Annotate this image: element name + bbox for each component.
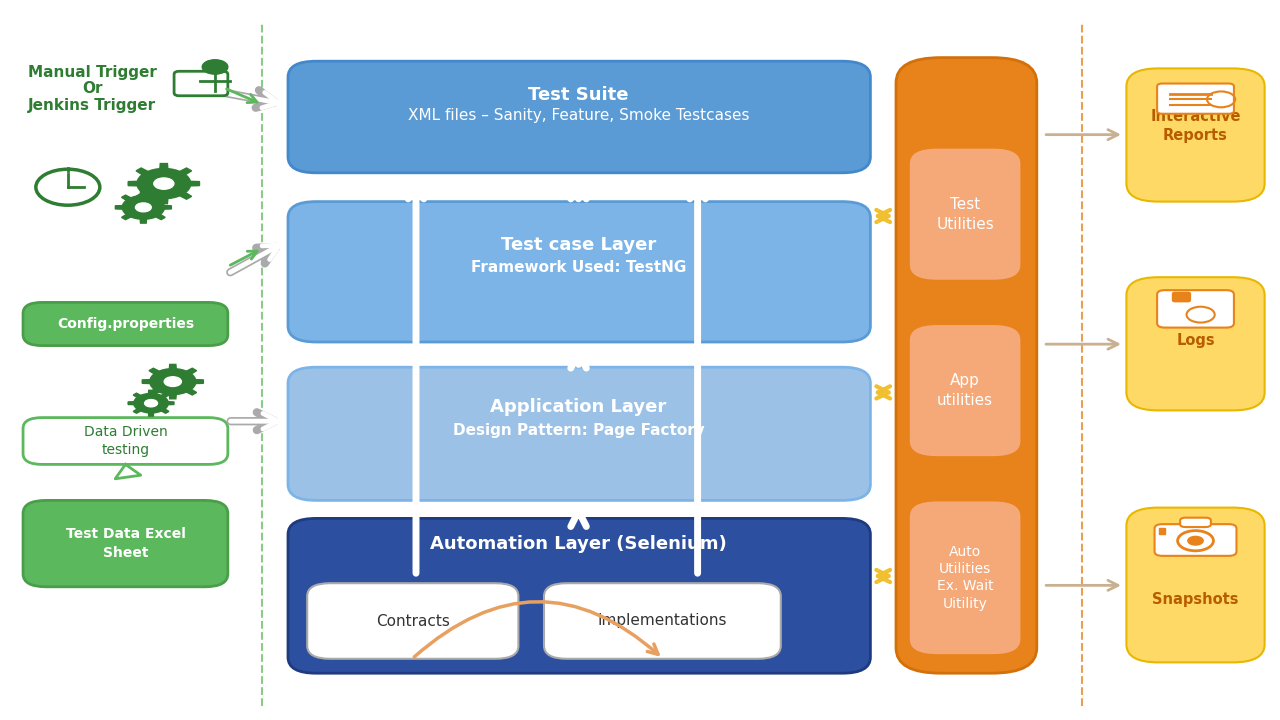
Polygon shape [160, 199, 168, 204]
FancyBboxPatch shape [1155, 524, 1236, 556]
Polygon shape [160, 163, 168, 168]
FancyBboxPatch shape [174, 71, 228, 96]
Circle shape [1188, 536, 1203, 545]
FancyBboxPatch shape [1172, 292, 1190, 302]
Polygon shape [169, 364, 177, 369]
Text: Or: Or [82, 81, 102, 96]
Polygon shape [148, 413, 154, 416]
Polygon shape [187, 368, 197, 374]
Circle shape [154, 178, 174, 189]
Text: XML files – Sanity, Feature, Smoke Testcases: XML files – Sanity, Feature, Smoke Testc… [408, 108, 749, 122]
Polygon shape [161, 393, 169, 397]
FancyBboxPatch shape [1180, 518, 1211, 527]
Polygon shape [179, 192, 192, 199]
Circle shape [150, 369, 196, 395]
Polygon shape [122, 215, 131, 220]
FancyBboxPatch shape [307, 583, 518, 659]
FancyBboxPatch shape [23, 302, 228, 346]
Text: Auto
Utilities
Ex. Wait
Uitility: Auto Utilities Ex. Wait Uitility [937, 545, 993, 611]
FancyArrowPatch shape [1046, 580, 1117, 590]
Text: Design Pattern: Page Factory: Design Pattern: Page Factory [453, 423, 704, 438]
Polygon shape [128, 402, 134, 405]
FancyBboxPatch shape [288, 367, 870, 500]
FancyBboxPatch shape [1126, 277, 1265, 410]
Polygon shape [115, 464, 141, 479]
Polygon shape [141, 219, 146, 223]
Polygon shape [133, 409, 141, 413]
Text: Snapshots: Snapshots [1152, 592, 1239, 606]
Circle shape [202, 60, 228, 74]
Polygon shape [169, 395, 177, 399]
Polygon shape [168, 402, 174, 405]
Circle shape [136, 203, 151, 212]
FancyBboxPatch shape [288, 518, 870, 673]
Text: Automation Layer (Selenium): Automation Layer (Selenium) [430, 534, 727, 553]
Text: Contracts: Contracts [376, 613, 449, 629]
Polygon shape [136, 192, 148, 199]
Circle shape [145, 400, 157, 407]
FancyArrowPatch shape [1046, 339, 1117, 349]
Circle shape [137, 168, 191, 199]
Text: App
utilities: App utilities [937, 373, 993, 408]
FancyBboxPatch shape [544, 583, 781, 659]
Polygon shape [161, 409, 169, 413]
Text: Interactive
Reports: Interactive Reports [1151, 109, 1240, 143]
Polygon shape [148, 368, 159, 374]
Polygon shape [136, 168, 148, 175]
Polygon shape [164, 206, 172, 209]
Text: Test Suite: Test Suite [529, 86, 628, 104]
Polygon shape [142, 379, 150, 384]
Polygon shape [122, 195, 131, 200]
FancyArrowPatch shape [1046, 130, 1117, 140]
FancyBboxPatch shape [896, 58, 1037, 673]
FancyBboxPatch shape [909, 324, 1021, 457]
Polygon shape [156, 215, 165, 220]
Text: Data Driven
testing: Data Driven testing [83, 426, 168, 456]
Text: Application Layer: Application Layer [490, 397, 667, 416]
Circle shape [133, 393, 169, 413]
Text: Jenkins Trigger: Jenkins Trigger [28, 98, 156, 112]
FancyBboxPatch shape [1157, 84, 1234, 114]
Polygon shape [133, 393, 141, 397]
Polygon shape [141, 192, 146, 196]
Text: Implementations: Implementations [598, 613, 727, 629]
Polygon shape [191, 181, 200, 186]
Text: Framework Used: TestNG: Framework Used: TestNG [471, 261, 686, 275]
FancyBboxPatch shape [1126, 68, 1265, 202]
Polygon shape [187, 390, 197, 395]
FancyBboxPatch shape [288, 202, 870, 342]
Circle shape [164, 377, 182, 387]
Polygon shape [196, 379, 204, 384]
Text: Manual Trigger: Manual Trigger [28, 65, 156, 79]
Polygon shape [148, 390, 159, 395]
FancyBboxPatch shape [1157, 290, 1234, 328]
Polygon shape [115, 206, 123, 209]
FancyBboxPatch shape [909, 148, 1021, 281]
Text: Test case Layer: Test case Layer [500, 235, 657, 253]
FancyBboxPatch shape [1126, 508, 1265, 662]
Polygon shape [156, 195, 165, 200]
Text: Config.properties: Config.properties [56, 317, 195, 331]
Polygon shape [128, 181, 137, 186]
Text: Test Data Excel
Sheet: Test Data Excel Sheet [65, 527, 186, 560]
Text: Test
Utilities: Test Utilities [936, 197, 995, 232]
FancyBboxPatch shape [909, 500, 1021, 655]
FancyArrowPatch shape [415, 602, 658, 657]
Polygon shape [179, 168, 192, 175]
Polygon shape [148, 390, 154, 394]
FancyBboxPatch shape [23, 500, 228, 587]
Circle shape [123, 195, 165, 219]
Text: Logs: Logs [1176, 333, 1215, 348]
FancyBboxPatch shape [23, 418, 228, 464]
FancyBboxPatch shape [288, 61, 870, 173]
